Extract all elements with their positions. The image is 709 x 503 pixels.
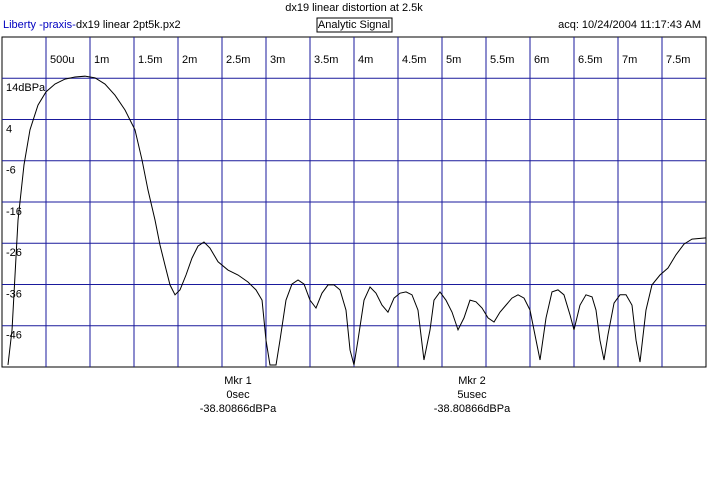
acq-time: acq: 10/24/2004 11:17:43 AM: [558, 19, 701, 31]
x-tick-label: 7.5m: [666, 54, 690, 66]
app-name: Liberty -praxis-: [3, 19, 76, 31]
x-tick-label: 2.5m: [226, 54, 250, 66]
marker-name: Mkr 2: [458, 375, 486, 387]
x-tick-label: 4.5m: [402, 54, 426, 66]
y-tick-label: -6: [6, 165, 16, 177]
x-tick-label: 1m: [94, 54, 109, 66]
marker-level: -38.80866dBPa: [434, 403, 511, 415]
marker-time: 0sec: [226, 389, 250, 401]
mode-box: [316, 17, 393, 33]
x-tick-label: 5m: [446, 54, 461, 66]
marker-name: Mkr 1: [224, 375, 252, 387]
signal-line: [7, 75, 707, 366]
x-tick-label: 3m: [270, 54, 285, 66]
x-tick-label: 2m: [182, 54, 197, 66]
marker-level: -38.80866dBPa: [200, 403, 277, 415]
x-tick-label: 500u: [50, 54, 74, 66]
x-tick-label: 1.5m: [138, 54, 162, 66]
x-tick-label: 6m: [534, 54, 549, 66]
marker-time: 5usec: [457, 389, 487, 401]
y-tick-label: -16: [6, 206, 22, 218]
x-tick-label: 3.5m: [314, 54, 338, 66]
x-tick-label: 5.5m: [490, 54, 514, 66]
x-tick-label: 7m: [622, 54, 637, 66]
y-tick-label: -46: [6, 330, 22, 342]
y-tick-label: -26: [6, 247, 22, 259]
y-tick-label: 14dBPa: [6, 82, 46, 94]
y-tick-label: 4: [6, 123, 12, 135]
mode-label: Analytic Signal: [318, 19, 390, 31]
x-tick-label: 4m: [358, 54, 373, 66]
file-name: dx19 linear 2pt5k.px2: [76, 19, 181, 31]
x-tick-label: 6.5m: [578, 54, 602, 66]
chart-title: dx19 linear distortion at 2.5k: [285, 2, 423, 14]
